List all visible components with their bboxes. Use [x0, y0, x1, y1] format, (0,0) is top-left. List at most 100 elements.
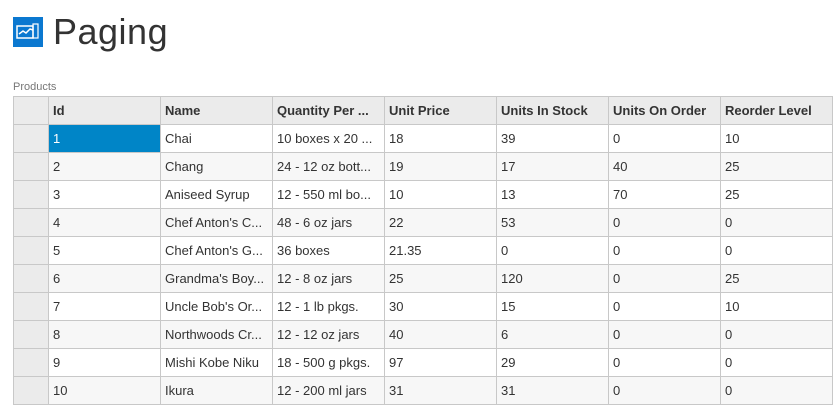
grid-cell[interactable]: 0 [609, 293, 721, 321]
grid-cell[interactable]: 22 [385, 209, 497, 237]
grid-cell[interactable]: 18 [385, 125, 497, 153]
grid-cell[interactable]: 0 [721, 349, 833, 377]
grid-cell[interactable]: Uncle Bob's Or... [161, 293, 273, 321]
grid-cell[interactable]: 10 boxes x 20 ... [273, 125, 385, 153]
grid-cell[interactable]: 4 [49, 209, 161, 237]
grid-cell[interactable]: 0 [609, 209, 721, 237]
grid-cell[interactable]: 40 [609, 153, 721, 181]
column-header[interactable]: Quantity Per ... [273, 97, 385, 125]
column-header[interactable]: Reorder Level [721, 97, 833, 125]
grid-cell[interactable]: Chef Anton's G... [161, 237, 273, 265]
grid-cell[interactable]: 10 [385, 181, 497, 209]
grid-cell[interactable]: 18 - 500 g pkgs. [273, 349, 385, 377]
grid-cell[interactable]: 36 boxes [273, 237, 385, 265]
column-header[interactable]: Id [49, 97, 161, 125]
grid-cell[interactable]: 13 [497, 181, 609, 209]
grid-cell[interactable]: 0 [609, 349, 721, 377]
grid-cell[interactable]: 29 [497, 349, 609, 377]
grid-cell[interactable]: 31 [497, 377, 609, 405]
grid-cell[interactable]: 0 [721, 209, 833, 237]
grid-cell[interactable]: Ikura [161, 377, 273, 405]
grid-cell[interactable]: 53 [497, 209, 609, 237]
grid-cell[interactable]: 3 [49, 181, 161, 209]
grid-cell[interactable]: 40 [385, 321, 497, 349]
grid-cell[interactable]: 97 [385, 349, 497, 377]
header-corner[interactable] [14, 97, 49, 125]
row-header[interactable] [14, 265, 49, 293]
grid-cell[interactable]: Northwoods Cr... [161, 321, 273, 349]
grid-cell[interactable]: Aniseed Syrup [161, 181, 273, 209]
row-header[interactable] [14, 153, 49, 181]
grid-cell[interactable]: 25 [721, 265, 833, 293]
grid-cell[interactable]: 70 [609, 181, 721, 209]
row-header[interactable] [14, 209, 49, 237]
grid-cell[interactable]: 5 [49, 237, 161, 265]
table-row[interactable]: 2 Chang 24 - 12 oz bott... 19 17 40 25 [14, 153, 833, 181]
table-row[interactable]: 8 Northwoods Cr... 12 - 12 oz jars 40 6 0 0 [14, 321, 833, 349]
grid-cell[interactable]: 2 [49, 153, 161, 181]
table-row[interactable]: 4 Chef Anton's C... 48 - 6 oz jars 22 53 0 0 [14, 209, 833, 237]
grid-cell[interactable]: 12 - 12 oz jars [273, 321, 385, 349]
grid-cell[interactable]: 8 [49, 321, 161, 349]
row-header[interactable] [14, 377, 49, 405]
grid-cell[interactable]: 12 - 1 lb pkgs. [273, 293, 385, 321]
grid-cell[interactable]: 31 [385, 377, 497, 405]
grid-cell[interactable]: 24 - 12 oz bott... [273, 153, 385, 181]
grid-cell[interactable]: 9 [49, 349, 161, 377]
grid-cell[interactable]: 12 - 550 ml bo... [273, 181, 385, 209]
grid-cell[interactable]: 10 [721, 293, 833, 321]
grid-cell[interactable]: Grandma's Boy... [161, 265, 273, 293]
table-row[interactable]: 1 Chai 10 boxes x 20 ... 18 39 0 10 [14, 125, 833, 153]
table-row[interactable]: 3 Aniseed Syrup 12 - 550 ml bo... 10 13 70 25 [14, 181, 833, 209]
grid-cell[interactable]: 120 [497, 265, 609, 293]
grid-cell[interactable]: 48 - 6 oz jars [273, 209, 385, 237]
column-header[interactable]: Unit Price [385, 97, 497, 125]
grid-cell[interactable]: 25 [721, 181, 833, 209]
grid-cell[interactable]: 0 [609, 321, 721, 349]
grid-cell[interactable]: Chang [161, 153, 273, 181]
grid-cell[interactable]: 0 [609, 265, 721, 293]
products-grid[interactable]: Id Name Quantity Per ... Unit Price Units In… [13, 96, 833, 405]
table-row[interactable]: 10 Ikura 12 - 200 ml jars 31 31 0 0 [14, 377, 833, 405]
grid-cell[interactable]: 19 [385, 153, 497, 181]
grid-cell[interactable]: 10 [49, 377, 161, 405]
grid-cell[interactable]: 0 [609, 125, 721, 153]
grid-cell[interactable]: 12 - 8 oz jars [273, 265, 385, 293]
grid-cell[interactable]: 7 [49, 293, 161, 321]
grid-cell[interactable]: 25 [721, 153, 833, 181]
table-row[interactable]: 5 Chef Anton's G... 36 boxes 21.35 0 0 0 [14, 237, 833, 265]
grid-cell[interactable]: Chai [161, 125, 273, 153]
grid-cell[interactable]: 39 [497, 125, 609, 153]
grid-cell[interactable]: 15 [497, 293, 609, 321]
grid-cell[interactable]: 0 [721, 377, 833, 405]
grid-cell[interactable]: 25 [385, 265, 497, 293]
grid-cell[interactable]: 21.35 [385, 237, 497, 265]
grid-cell[interactable]: 6 [497, 321, 609, 349]
column-header[interactable]: Units On Order [609, 97, 721, 125]
row-header[interactable] [14, 321, 49, 349]
grid-cell[interactable]: 1 [49, 125, 161, 153]
grid-cell[interactable]: 0 [497, 237, 609, 265]
row-header[interactable] [14, 181, 49, 209]
grid-cell[interactable]: 0 [721, 237, 833, 265]
grid-cell[interactable]: 17 [497, 153, 609, 181]
grid-cell[interactable]: Mishi Kobe Niku [161, 349, 273, 377]
grid-cell[interactable]: 0 [609, 237, 721, 265]
grid-cell[interactable]: 12 - 200 ml jars [273, 377, 385, 405]
table-row[interactable]: 9 Mishi Kobe Niku 18 - 500 g pkgs. 97 29 0 0 [14, 349, 833, 377]
row-header[interactable] [14, 237, 49, 265]
grid-cell[interactable]: Chef Anton's C... [161, 209, 273, 237]
page-title: Paging [53, 11, 169, 52]
row-header[interactable] [14, 293, 49, 321]
table-row[interactable]: 6 Grandma's Boy... 12 - 8 oz jars 25 120 0 25 [14, 265, 833, 293]
grid-cell[interactable]: 0 [609, 377, 721, 405]
column-header[interactable]: Name [161, 97, 273, 125]
grid-cell[interactable]: 10 [721, 125, 833, 153]
grid-cell[interactable]: 30 [385, 293, 497, 321]
grid-cell[interactable]: 6 [49, 265, 161, 293]
table-row[interactable]: 7 Uncle Bob's Or... 12 - 1 lb pkgs. 30 15 0 10 [14, 293, 833, 321]
grid-cell[interactable]: 0 [721, 321, 833, 349]
column-header[interactable]: Units In Stock [497, 97, 609, 125]
row-header[interactable] [14, 125, 49, 153]
row-header[interactable] [14, 349, 49, 377]
